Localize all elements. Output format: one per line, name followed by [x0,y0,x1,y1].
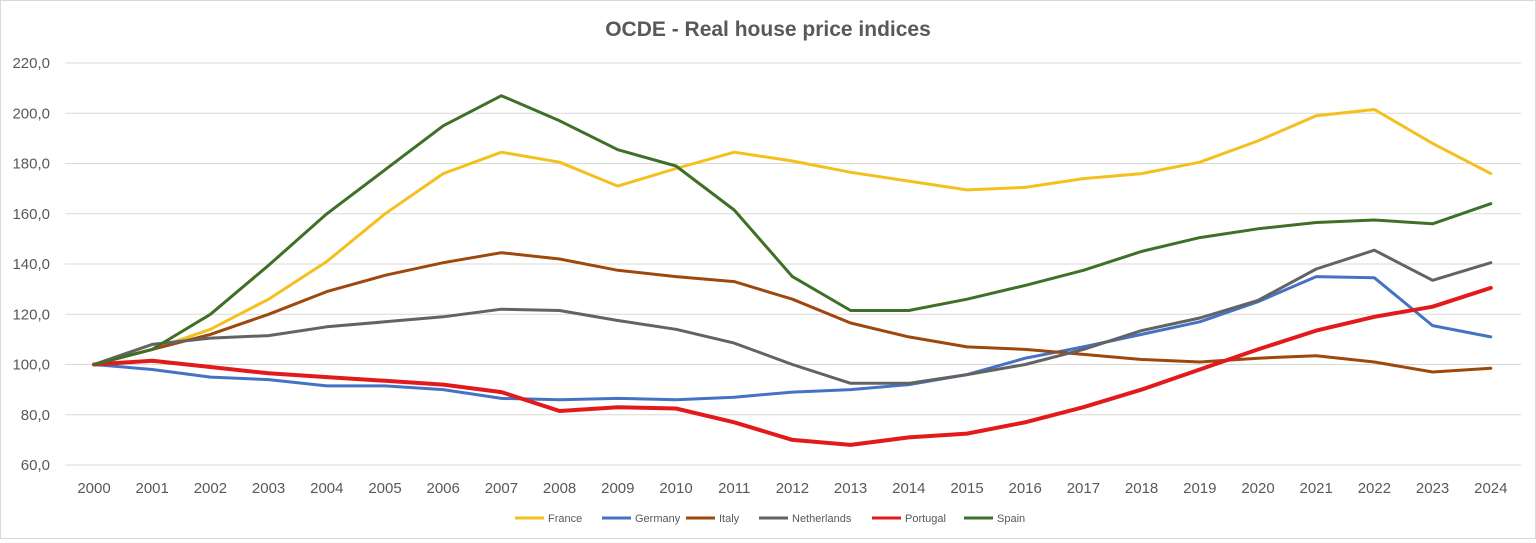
x-tick-label: 2004 [310,480,343,497]
legend-label: Germany [635,513,681,525]
y-tick-label: 180,0 [12,156,50,173]
y-tick-label: 100,0 [12,357,50,374]
x-tick-label: 2010 [659,480,692,497]
x-tick-label: 2009 [601,480,634,497]
series-line-netherlands [92,248,1493,385]
y-tick-label: 160,0 [12,206,50,223]
x-tick-label: 2012 [776,480,809,497]
y-tick-label: 60,0 [21,457,50,474]
series-line-france [92,108,1493,366]
x-tick-label: 2005 [368,480,401,497]
x-tick-label: 2011 [718,480,750,497]
y-tick-label: 80,0 [21,407,50,424]
y-tick-label: 200,0 [12,105,50,122]
legend-label: Spain [997,513,1025,525]
x-tick-label: 2002 [194,480,227,497]
x-tick-label: 2006 [427,480,460,497]
x-tick-label: 2022 [1358,480,1391,497]
x-tick-label: 2019 [1183,480,1216,497]
series-line-germany [92,275,1493,402]
x-tick-label: 2024 [1474,480,1507,497]
chart-title: OCDE - Real house price indices [605,18,931,41]
series-line-spain [92,94,1493,366]
legend-label: Portugal [905,513,946,525]
x-tick-label: 2020 [1241,480,1274,497]
y-axis-tick-labels: 60,0 80,0 100,0 120,0 140,0 160,0 180,0 200,0 22… [12,55,50,474]
x-tick-label: 2008 [543,480,576,497]
series-lines [92,94,1493,447]
x-tick-label: 2007 [485,480,518,497]
x-axis-tick-labels: 2000 2001 2002 2003 2004 2005 2006 2007 2008 2009… [77,480,1507,497]
x-tick-label: 2014 [892,480,925,497]
series-line-italy [92,251,1493,374]
x-tick-label: 2000 [77,480,110,497]
x-tick-label: 2001 [136,480,169,497]
x-tick-label: 2021 [1300,480,1333,497]
gridlines [65,62,1521,416]
x-tick-label: 2013 [834,480,867,497]
x-tick-label: 2015 [950,480,983,497]
legend-label: Italy [719,513,740,525]
legend-label: France [548,513,582,525]
series-line-portugal [92,285,1493,447]
y-tick-label: 120,0 [12,306,50,323]
x-tick-label: 2018 [1125,480,1158,497]
x-tick-label: 2003 [252,480,285,497]
y-tick-label: 140,0 [12,256,50,273]
legend: France Germany Italy Netherlands Portugal Spa… [515,513,1025,525]
x-tick-label: 2016 [1009,480,1042,497]
legend-label: Netherlands [792,513,852,525]
x-tick-label: 2017 [1067,480,1100,497]
x-tick-label: 2023 [1416,480,1449,497]
y-tick-label: 220,0 [12,55,50,72]
